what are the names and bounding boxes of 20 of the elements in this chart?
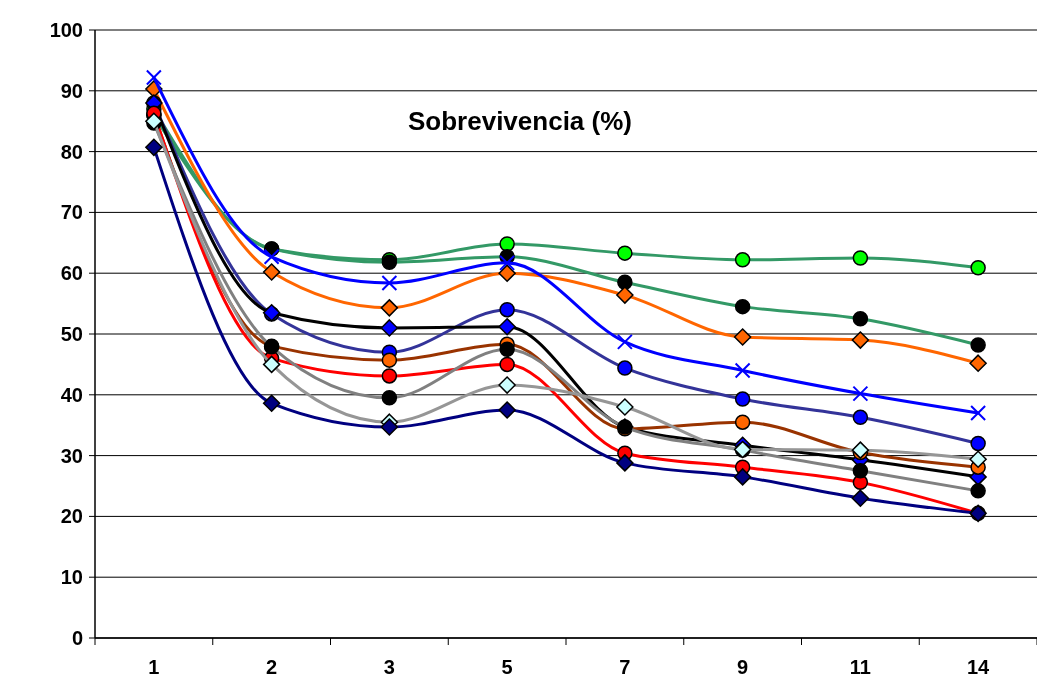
y-tick-label: 50 bbox=[60, 323, 83, 345]
x-tick-label: 1 bbox=[148, 656, 160, 678]
y-tick-label: 30 bbox=[60, 444, 83, 467]
y-tick-label: 70 bbox=[60, 201, 83, 224]
x-tick-label: 9 bbox=[737, 656, 749, 678]
y-tick-label: 40 bbox=[60, 383, 83, 406]
y-tick-label: 0 bbox=[71, 627, 83, 649]
y-tick-label: 90 bbox=[60, 79, 83, 102]
x-tick-label: 2 bbox=[266, 656, 278, 678]
x-tick-label: 14 bbox=[967, 656, 991, 678]
y-tick-label: 100 bbox=[49, 19, 83, 41]
y-tick-label: 20 bbox=[60, 505, 83, 528]
y-tick-label: 10 bbox=[60, 566, 83, 589]
x-tick-label: 11 bbox=[849, 656, 871, 678]
text: Sobrevivencia (%) bbox=[408, 106, 632, 136]
x-tick-label: 3 bbox=[383, 656, 395, 678]
x-tick-label: 7 bbox=[619, 656, 631, 678]
y-tick-label: 80 bbox=[60, 140, 83, 163]
y-tick-label: 60 bbox=[60, 262, 83, 285]
x-tick-label: 5 bbox=[501, 656, 513, 678]
